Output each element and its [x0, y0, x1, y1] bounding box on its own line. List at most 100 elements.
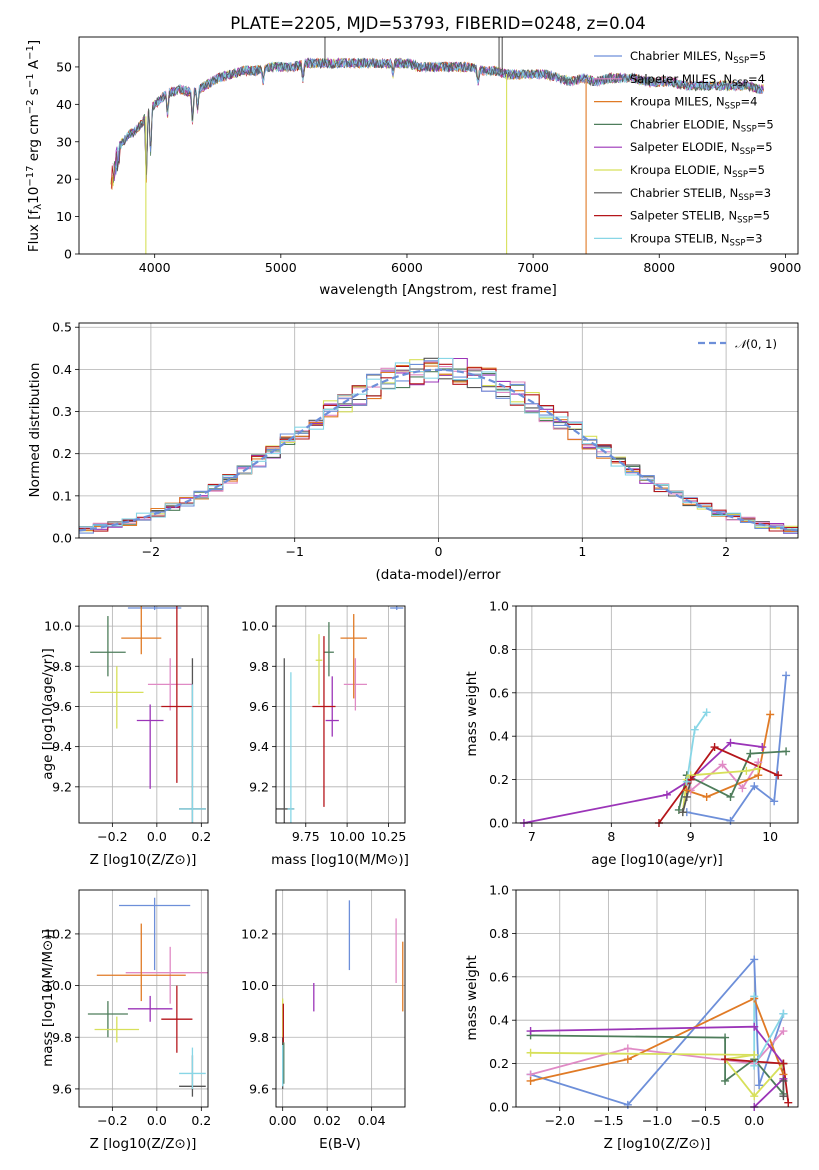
y-tick-label: 0.5: [52, 320, 72, 335]
x-tick-label: 6000: [391, 260, 423, 275]
data-point-marker: [726, 816, 735, 825]
x-tick-label: 8000: [643, 260, 675, 275]
data-point-marker: [526, 1048, 535, 1057]
y-tick-label: 0.8: [489, 642, 509, 657]
data-point-marker: [526, 1027, 535, 1036]
plot-area: [276, 606, 405, 823]
data-point-marker: [779, 1092, 788, 1101]
y-tick-label: 10.0: [241, 978, 269, 993]
x-tick-label: 9.75: [292, 829, 320, 844]
y-tick-label: 9.8: [249, 659, 269, 674]
x-axis-label: mass [log10(M/M⊙)]: [271, 852, 409, 868]
y-tick-label: 0.8: [489, 926, 509, 941]
x-tick-label: 9000: [769, 260, 801, 275]
data-point-marker: [702, 792, 711, 801]
panel-mass-vs-ebv: 0.00 0.02 0.04 9.6 9.8 10.0 10.2: [241, 889, 406, 1128]
y-tick-label: 10.2: [241, 926, 269, 941]
plot-area: [516, 606, 798, 823]
axes-frame: [78, 36, 799, 255]
data-point-marker: [721, 1076, 730, 1085]
x-tick-label: 0.2: [191, 829, 211, 844]
data-point-marker: [623, 1055, 632, 1064]
x-tick-label: −1: [285, 544, 303, 559]
data-point-marker: [779, 1027, 788, 1036]
y-tick-label: 0.3: [52, 404, 72, 419]
x-tick-label: −1.5: [593, 1113, 623, 1128]
x-tick-label: 0.02: [313, 1113, 341, 1128]
plot-area: [79, 606, 208, 823]
x-tick-label: −0.5: [690, 1113, 720, 1128]
data-point-marker: [742, 766, 751, 775]
panel-spectrum: 4000 5000 6000 7000 8000 9000 0 10 20 30 40 50: [56, 36, 801, 275]
series-line-salpeter-stelib: [658, 745, 779, 823]
x-tick-label: −2: [142, 544, 160, 559]
x-tick-label: −0.2: [97, 829, 127, 844]
normal-curve: [79, 368, 798, 532]
x-tick-label: 5000: [265, 260, 297, 275]
data-point-marker: [623, 1044, 632, 1053]
data-point-marker: [526, 1076, 535, 1085]
x-tick-label: 0.0: [744, 1113, 764, 1128]
series-line-kroupa-miles: [530, 997, 785, 1082]
x-tick-label: 0.2: [191, 1113, 211, 1128]
x-tick-label: 10.00: [329, 829, 365, 844]
data-point-marker: [726, 738, 735, 747]
x-tick-label: 0.00: [269, 1113, 297, 1128]
y-tick-label: 0.4: [52, 362, 72, 377]
y-tick-label: 9.6: [249, 699, 269, 714]
x-axis-label: E(B-V): [319, 1136, 361, 1152]
panel-weight-vs-Z: −2.0 −1.5 −1.0 −0.5 0.0 0.0 0.2 0.4 0.6 0.8 1.0: [489, 883, 799, 1128]
y-tick-label: 9.6: [52, 1081, 72, 1096]
data-point-marker: [746, 749, 755, 758]
x-tick-label: 4000: [139, 260, 171, 275]
data-point-marker: [710, 743, 719, 752]
data-point-marker: [702, 708, 711, 717]
data-point-marker: [774, 771, 783, 780]
y-tick-label: 0.0: [52, 531, 72, 546]
y-tick-label: 40: [56, 97, 72, 112]
legend-label: Chabrier ELODIE, NSSP=5: [630, 117, 774, 134]
y-tick-label: 0.2: [489, 772, 509, 787]
chart-title: PLATE=2205, MJD=53793, FIBERID=0248, z=0…: [230, 14, 646, 33]
data-point-marker: [779, 1076, 788, 1085]
y-tick-label: 10.0: [44, 978, 72, 993]
y-tick-label: 0.0: [489, 816, 509, 831]
y-tick-label: 9.6: [249, 1081, 269, 1096]
plot-area: [276, 890, 405, 1107]
legend-label: Salpeter MILES, NSSP=4: [630, 72, 765, 89]
data-point-marker: [738, 784, 747, 793]
y-tick-label: 50: [56, 59, 72, 74]
x-tick-label: 8: [607, 829, 615, 844]
x-axis-label: (data-model)/error: [375, 567, 501, 583]
legend-label: Kroupa STELIB, NSSP=3: [630, 231, 762, 248]
y-tick-label: 0.0: [489, 1100, 509, 1115]
x-axis-label: Z [log10(Z/Z⊙)]: [90, 1136, 197, 1152]
x-tick-label: 9: [687, 829, 695, 844]
data-point-marker: [782, 671, 791, 680]
data-point-marker: [779, 1009, 788, 1018]
data-point-marker: [779, 1059, 788, 1068]
data-point-marker: [750, 992, 759, 1001]
panel-residuals: −2 −1 0 1 2 0.0 0.1 0.2 0.3 0.4 0.5: [52, 320, 799, 559]
data-point-marker: [770, 797, 779, 806]
y-tick-label: 9.4: [52, 739, 72, 754]
panel-mass-vs-Z: −0.2 0.0 0.2 9.6 9.8 10.0 10.2: [44, 889, 211, 1128]
legend-label: Salpeter ELODIE, NSSP=5: [630, 140, 773, 157]
axes-frame: [78, 605, 209, 824]
axes-frame: [515, 889, 799, 1108]
legend-label: Chabrier STELIB, NSSP=3: [630, 186, 771, 203]
y-axis-label: Flux [fλ10−17 erg cm−2 s−1 A−1]: [25, 40, 44, 252]
y-axis-label: mass weight: [464, 671, 480, 756]
y-tick-label: 9.2: [52, 779, 72, 794]
legend-label: Kroupa ELODIE, NSSP=5: [630, 163, 765, 180]
data-point-marker: [718, 760, 727, 769]
y-tick-label: 9.2: [249, 779, 269, 794]
axes-frame: [275, 889, 406, 1108]
x-axis-label: Z [log10(Z/Z⊙)]: [604, 1136, 711, 1152]
x-tick-label: 2: [722, 544, 730, 559]
x-tick-label: 10: [762, 829, 778, 844]
plot-area: [79, 323, 798, 538]
data-point-marker: [750, 1022, 759, 1031]
x-tick-label: −2.0: [545, 1113, 575, 1128]
data-point-marker: [726, 792, 735, 801]
